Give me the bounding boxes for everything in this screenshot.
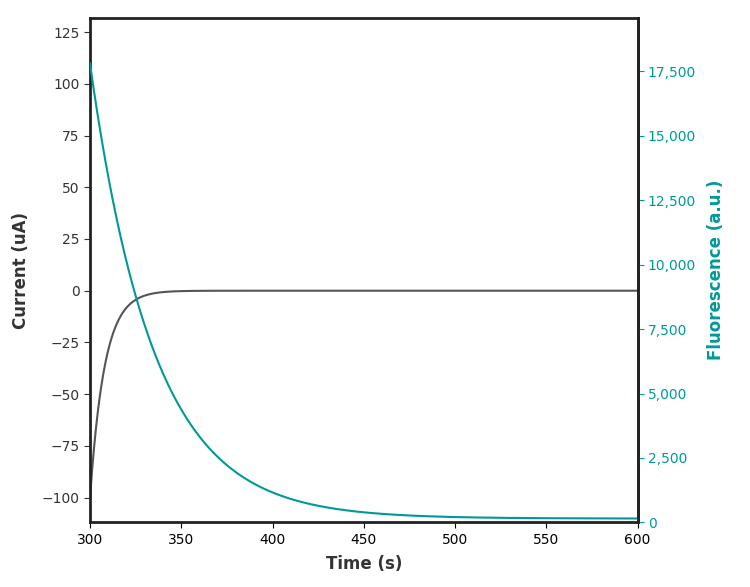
Y-axis label: Fluorescence (a.u.): Fluorescence (a.u.) bbox=[707, 180, 725, 360]
Y-axis label: Current (uA): Current (uA) bbox=[13, 211, 31, 329]
X-axis label: Time (s): Time (s) bbox=[326, 555, 402, 573]
